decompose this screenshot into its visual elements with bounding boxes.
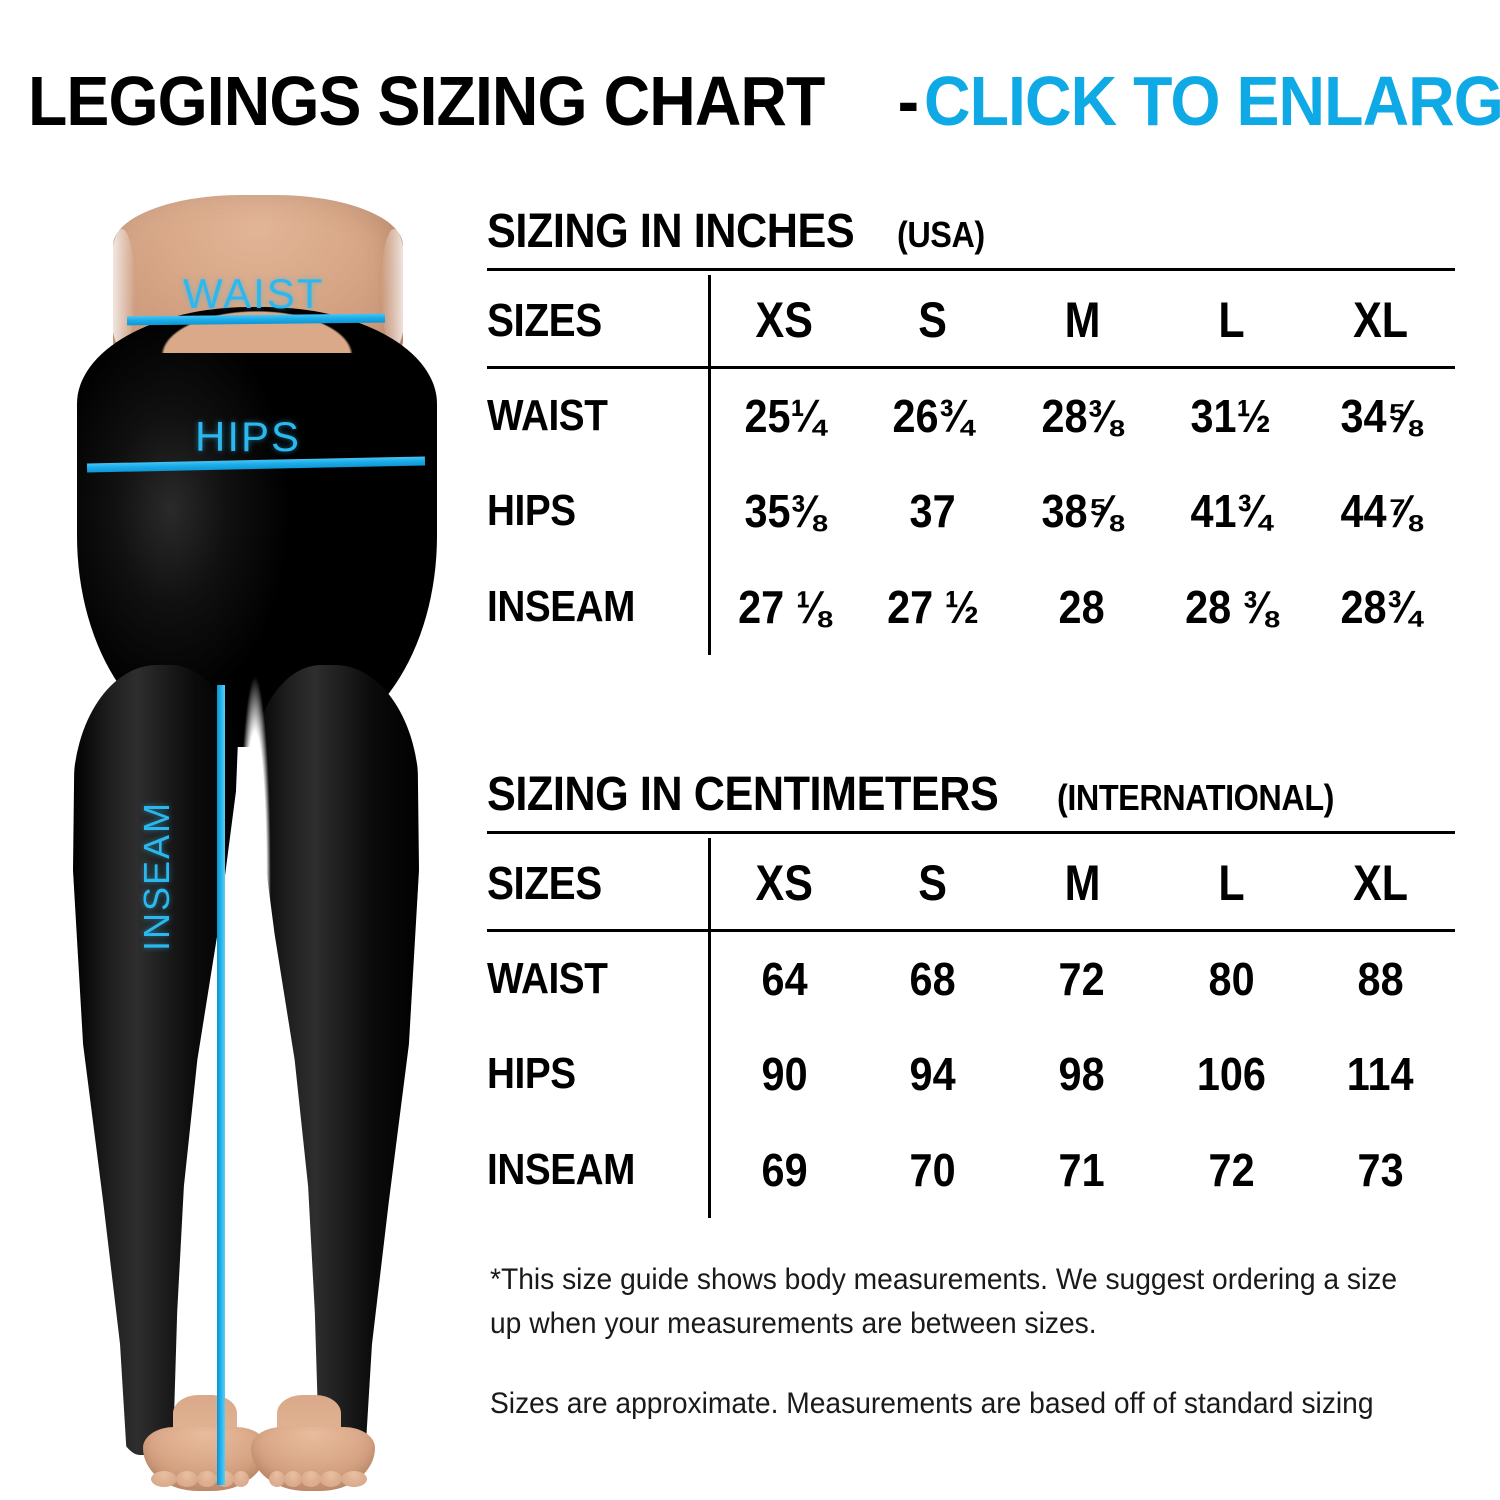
cm-hips-m: 98 xyxy=(1059,1048,1106,1100)
cm-header-m: M xyxy=(1064,855,1100,912)
centimeters-size-table: SIZES XS S M L XL WAIST 64 68 72 80 88 H… xyxy=(487,838,1455,1218)
foot-left xyxy=(143,1427,267,1491)
leggings-measurement-illustration: WAIST HIPS INSEAM xyxy=(55,195,455,1495)
footnote-body-measurements: *This size guide shows body measurements… xyxy=(490,1263,1398,1340)
inches-header-xs: XS xyxy=(718,275,848,367)
cm-header-l: L xyxy=(1218,855,1245,912)
inches-section-heading: SIZING IN INCHES (USA) xyxy=(487,205,1455,271)
cm-inseam-xl: 73 xyxy=(1357,1144,1404,1196)
click-to-enlarge-label[interactable]: CLICK TO ENLARGE xyxy=(924,62,1500,140)
cm-row-label-waist: WAIST xyxy=(487,953,608,1003)
footnote-approximate-sizing: Sizes are approximate. Measurements are … xyxy=(490,1387,1374,1420)
cm-hips-l: 106 xyxy=(1196,1048,1266,1100)
inseam-callout-label: INSEAM xyxy=(136,800,177,952)
toes-left xyxy=(149,1469,261,1487)
cm-waist-xl: 88 xyxy=(1357,952,1404,1005)
inches-hips-xl: 44⅞ xyxy=(1340,485,1421,537)
inches-inseam-l: 28 ⅜ xyxy=(1185,581,1278,633)
table-row: HIPS 35⅜ 37 38⅝ 41¾ 44⅞ xyxy=(487,463,1455,559)
inches-row-label-hips: HIPS xyxy=(487,486,576,535)
thigh-gap-highlight xyxy=(235,665,275,1225)
inches-header-m: M xyxy=(1064,292,1100,349)
table-row: WAIST 25¼ 26¾ 28⅜ 31½ 34⅝ xyxy=(487,367,1455,463)
inches-section: SIZING IN INCHES (USA) SIZES XS S M L XL … xyxy=(487,205,1455,655)
cm-inseam-l: 72 xyxy=(1208,1144,1255,1196)
inches-header-row: SIZES XS S M L XL xyxy=(487,275,1455,367)
inches-inseam-m: 28 xyxy=(1059,581,1106,633)
inches-header-sizes: SIZES xyxy=(487,294,602,347)
inches-waist-l: 31½ xyxy=(1190,389,1272,442)
cm-inseam-xs: 69 xyxy=(707,1122,859,1218)
footnotes: *This size guide shows body measurements… xyxy=(490,1258,1455,1426)
cm-inseam-m: 71 xyxy=(1059,1144,1106,1196)
inseam-measure-line xyxy=(217,685,225,1485)
inches-inseam-xs: 27 ⅛ xyxy=(707,559,859,655)
inches-heading-main: SIZING IN INCHES xyxy=(487,205,855,258)
inches-hips-m: 38⅝ xyxy=(1041,485,1123,537)
cm-heading-sub: (INTERNATIONAL) xyxy=(1057,777,1335,818)
table-row: INSEAM 27 ⅛ 27 ½ 28 28 ⅜ 28¾ xyxy=(487,559,1455,655)
inches-waist-xl: 34⅝ xyxy=(1340,389,1421,442)
table-row: HIPS 90 94 98 106 114 xyxy=(487,1026,1455,1122)
table-row: WAIST 64 68 72 80 88 xyxy=(487,930,1455,1026)
table-row: INSEAM 69 70 71 72 73 xyxy=(487,1122,1455,1218)
inches-row-label-inseam: INSEAM xyxy=(487,582,635,631)
inches-hips-l: 41¾ xyxy=(1190,485,1272,537)
cm-hips-xl: 114 xyxy=(1346,1048,1414,1100)
inches-row-label-waist: WAIST xyxy=(487,390,608,440)
cm-header-row: SIZES XS S M L XL xyxy=(487,838,1455,930)
title-separator: - xyxy=(897,62,918,140)
inches-heading-sub: (USA) xyxy=(897,214,985,255)
inches-size-table: SIZES XS S M L XL WAIST 25¼ 26¾ 28⅜ 31½ … xyxy=(487,275,1455,655)
leggings-leg-right xyxy=(251,665,419,1455)
cm-header-xl: XL xyxy=(1352,855,1408,912)
inches-header-s: S xyxy=(918,292,948,349)
cm-hips-xs: 90 xyxy=(707,1026,859,1122)
inches-hips-s: 37 xyxy=(909,485,956,537)
cm-waist-m: 72 xyxy=(1059,952,1106,1005)
cm-row-label-inseam: INSEAM xyxy=(487,1145,635,1194)
inches-inseam-xl: 28¾ xyxy=(1340,581,1421,633)
foot-right xyxy=(251,1427,375,1491)
cm-waist-s: 68 xyxy=(909,952,956,1005)
waist-callout-label: WAIST xyxy=(183,270,325,317)
inches-header-l: L xyxy=(1218,292,1245,349)
toes-right xyxy=(257,1469,369,1487)
cm-header-s: S xyxy=(918,855,948,912)
title-main-text: LEGGINGS SIZING CHART xyxy=(28,62,825,140)
cm-inseam-s: 70 xyxy=(909,1144,956,1196)
cm-waist-l: 80 xyxy=(1208,952,1255,1005)
cm-header-sizes: SIZES xyxy=(487,857,602,910)
inches-header-xl: XL xyxy=(1352,292,1408,349)
cm-section-heading: SIZING IN CENTIMETERS (INTERNATIONAL) xyxy=(487,768,1455,834)
inches-hips-xs: 35⅜ xyxy=(707,463,859,559)
cm-hips-s: 94 xyxy=(909,1048,956,1100)
inches-inseam-s: 27 ½ xyxy=(886,581,979,633)
inches-waist-xs: 25¼ xyxy=(707,367,859,463)
inches-waist-s: 26¾ xyxy=(892,389,974,442)
hips-callout-label: HIPS xyxy=(195,413,302,460)
centimeters-section: SIZING IN CENTIMETERS (INTERNATIONAL) SIZ… xyxy=(487,768,1455,1218)
cm-row-label-hips: HIPS xyxy=(487,1049,576,1098)
inches-waist-m: 28⅜ xyxy=(1041,389,1123,442)
cm-header-xs: XS xyxy=(718,838,848,930)
page-title: LEGGINGS SIZING CHART -CLICK TO ENLARGE xyxy=(28,60,1500,142)
cm-heading-main: SIZING IN CENTIMETERS xyxy=(487,768,999,821)
cm-waist-xs: 64 xyxy=(707,930,859,1026)
